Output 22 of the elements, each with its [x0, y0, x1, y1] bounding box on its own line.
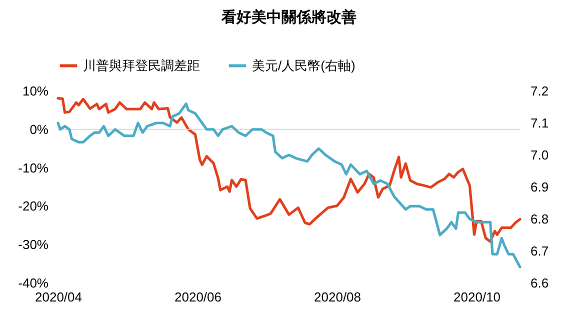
y2-tick-label: 6.9: [530, 180, 549, 194]
y2-tick-label: 6.6: [530, 276, 549, 290]
y-tick-label: -30%: [18, 237, 49, 252]
y2-tick-label: 6.8: [530, 212, 549, 226]
y-tick-label: 10%: [22, 84, 49, 98]
y-tick-label: -40%: [18, 276, 49, 290]
x-tick-label: 2020/04: [35, 290, 82, 304]
y-tick-label: 0%: [30, 122, 49, 137]
line-series: [56, 96, 522, 243]
y-tick-label: -10%: [18, 160, 49, 176]
chart-title: 看好美中關係將改善: [220, 8, 356, 26]
y2-tick-label: 7.2: [530, 84, 549, 98]
y2-tick-label: 6.7: [530, 244, 549, 258]
legend-label: 美元/人民幣(右軸): [252, 58, 356, 73]
x-tick-label: 2020/06: [174, 290, 222, 304]
x-tick-label: 2020/10: [454, 290, 501, 304]
y2-tick-label: 7.1: [530, 116, 549, 130]
x-tick-label: 2020/08: [314, 290, 362, 304]
legend-label: 川普與拜登民調差距: [83, 58, 200, 73]
line-series: [56, 102, 522, 268]
y2-tick-label: 7.0: [530, 148, 549, 162]
y-tick-label: -20%: [18, 198, 49, 214]
